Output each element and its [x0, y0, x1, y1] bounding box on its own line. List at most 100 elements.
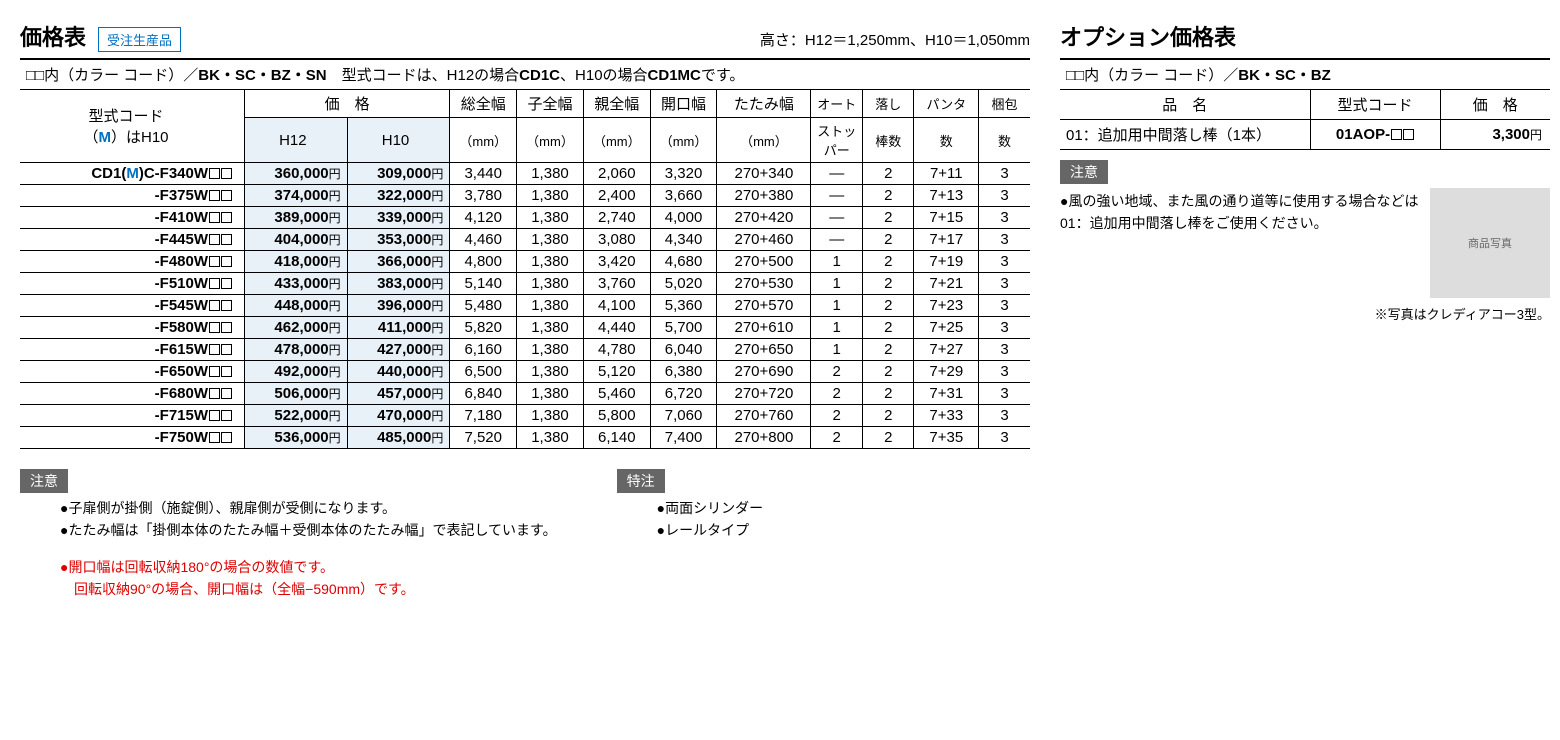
cell-tw: 6,160	[450, 339, 517, 361]
notes-red: ●開口幅は回転収納180°の場合の数値です。 回転収納90°の場合、開口幅は（全…	[20, 556, 557, 601]
cell-cw: 1,380	[517, 229, 584, 251]
th-h12: H12	[245, 118, 348, 163]
th-auto: オート	[811, 90, 863, 118]
table-row: -F545W448,000円396,000円5,4801,3804,1005,3…	[20, 295, 1030, 317]
th-mm-1: （mm）	[450, 118, 517, 163]
price-title: 価格表	[20, 20, 86, 52]
cell-auto: —	[811, 229, 863, 251]
cell-pw: 3,420	[583, 251, 650, 273]
cell-auto: 2	[811, 361, 863, 383]
cell-cw: 1,380	[517, 251, 584, 273]
cell-pack: 3	[979, 383, 1030, 405]
cell-model: -F410W	[20, 207, 245, 229]
cell-ow: 6,720	[650, 383, 717, 405]
cell-auto: 1	[811, 317, 863, 339]
table-row: -F615W478,000円427,000円6,1601,3804,7806,0…	[20, 339, 1030, 361]
cell-bar: 2	[863, 361, 914, 383]
cell-model: -F545W	[20, 295, 245, 317]
order-badge: 受注生産品	[98, 27, 181, 52]
opt-color-codes: BK・SC・BZ	[1238, 67, 1331, 84]
cell-auto: 2	[811, 383, 863, 405]
cell-bar: 2	[863, 185, 914, 207]
cell-model: -F750W	[20, 427, 245, 449]
color-codes: BK・SC・BZ・SN	[198, 67, 326, 84]
cell-h10: 322,000円	[347, 185, 450, 207]
th-mm-2: （mm）	[517, 118, 584, 163]
cell-h12: 478,000円	[245, 339, 348, 361]
cell-ow: 4,000	[650, 207, 717, 229]
product-image: 商品写真	[1430, 188, 1550, 298]
cell-h10: 427,000円	[347, 339, 450, 361]
table-row: -F375W374,000円322,000円3,7801,3802,4003,6…	[20, 185, 1030, 207]
note-item: ●子扉側が掛側（施錠側）、親扉側が受側になります。	[60, 497, 557, 519]
notes-left: ●子扉側が掛側（施錠側）、親扉側が受側になります。●たたみ幅は「掛側本体のたたみ…	[20, 497, 557, 542]
cell-pw: 2,400	[583, 185, 650, 207]
model-note-3: です。	[701, 67, 745, 84]
cell-pw: 2,740	[583, 207, 650, 229]
cell-ow: 5,360	[650, 295, 717, 317]
th-bar2: 棒数	[863, 118, 914, 163]
opt-th-model: 型式コード	[1310, 90, 1440, 120]
cell-tw: 7,180	[450, 405, 517, 427]
cell-auto: —	[811, 163, 863, 185]
cell-tw: 3,780	[450, 185, 517, 207]
cell-fw: 270+380	[717, 185, 811, 207]
note-item: ●両面シリンダー	[657, 497, 763, 519]
notes-left-block: 注意 ●子扉側が掛側（施錠側）、親扉側が受側になります。●たたみ幅は「掛側本体の…	[20, 459, 557, 615]
note-item: ●たたみ幅は「掛側本体のたたみ幅＋受側本体のたたみ幅」で表記しています。	[60, 519, 557, 541]
opt-caption: ※写真はクレディアコー3型。	[1060, 304, 1550, 323]
cell-pw: 4,100	[583, 295, 650, 317]
model-note-2: 、H10の場合	[560, 67, 648, 84]
cell-cw: 1,380	[517, 295, 584, 317]
th-totalw: 総全幅	[450, 90, 517, 118]
table-row: -F445W404,000円353,000円4,4601,3803,0804,3…	[20, 229, 1030, 251]
model-note-1: 型式コードは、H12の場合	[327, 67, 520, 84]
cell-panta: 7+31	[914, 383, 979, 405]
th-pack2: 数	[979, 118, 1030, 163]
model-note-b2: CD1MC	[648, 67, 701, 84]
cell-fw: 270+760	[717, 405, 811, 427]
cell-ow: 7,060	[650, 405, 717, 427]
cell-tw: 6,840	[450, 383, 517, 405]
table-row: -F580W462,000円411,000円5,8201,3804,4405,7…	[20, 317, 1030, 339]
cell-bar: 2	[863, 317, 914, 339]
table-row: -F510W433,000円383,000円5,1401,3803,7605,0…	[20, 273, 1030, 295]
cell-fw: 270+800	[717, 427, 811, 449]
cell-tw: 7,520	[450, 427, 517, 449]
note-item: 回転収納90°の場合、開口幅は（全幅−590mm）です。	[60, 578, 557, 600]
table-row: -F410W389,000円339,000円4,1201,3802,7404,0…	[20, 207, 1030, 229]
cell-pack: 3	[979, 405, 1030, 427]
cell-pack: 3	[979, 295, 1030, 317]
cell-h10: 457,000円	[347, 383, 450, 405]
cell-pack: 3	[979, 273, 1030, 295]
cell-h12: 536,000円	[245, 427, 348, 449]
cell-tw: 4,460	[450, 229, 517, 251]
cell-model: -F715W	[20, 405, 245, 427]
cell-auto: 2	[811, 405, 863, 427]
cell-auto: 1	[811, 273, 863, 295]
cell-panta: 7+17	[914, 229, 979, 251]
opt-color-prefix: □□内（カラー コード）／	[1066, 67, 1238, 84]
cell-h10: 339,000円	[347, 207, 450, 229]
cell-h10: 440,000円	[347, 361, 450, 383]
cell-tw: 5,820	[450, 317, 517, 339]
cell-auto: 1	[811, 251, 863, 273]
cell-ow: 4,680	[650, 251, 717, 273]
cell-panta: 7+23	[914, 295, 979, 317]
th-panta2: 数	[914, 118, 979, 163]
cell-bar: 2	[863, 383, 914, 405]
cell-ow: 6,040	[650, 339, 717, 361]
cell-pack: 3	[979, 427, 1030, 449]
cell-tw: 5,480	[450, 295, 517, 317]
cell-pw: 5,460	[583, 383, 650, 405]
cell-ow: 3,660	[650, 185, 717, 207]
opt-th-name: 品 名	[1060, 90, 1310, 120]
option-row: 01：追加用中間落し棒（1本） 01AOP- 3,300円	[1060, 120, 1550, 150]
cell-h12: 448,000円	[245, 295, 348, 317]
cell-h10: 309,000円	[347, 163, 450, 185]
cell-pw: 2,060	[583, 163, 650, 185]
th-price: 価 格	[245, 90, 450, 118]
cell-h10: 485,000円	[347, 427, 450, 449]
cell-fw: 270+420	[717, 207, 811, 229]
cell-h10: 470,000円	[347, 405, 450, 427]
